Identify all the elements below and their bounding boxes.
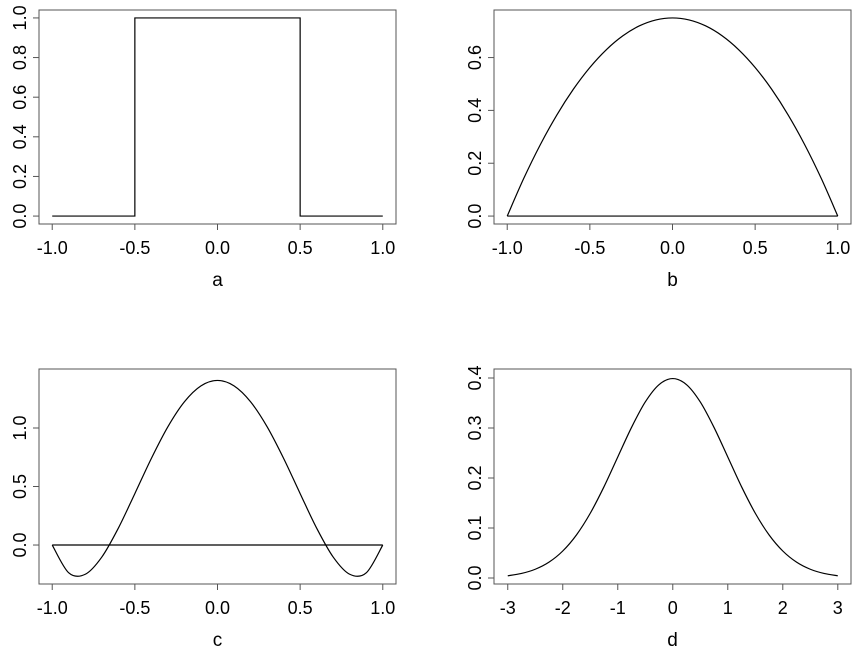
x-tick-label: 1.0	[825, 238, 850, 258]
y-tick-label: 0.6	[465, 45, 485, 70]
x-axis-label: b	[667, 270, 678, 291]
x-tick-label: -1.0	[37, 598, 68, 618]
y-tick-label: 0.2	[10, 164, 30, 189]
x-tick-label: -0.5	[119, 238, 150, 258]
y-tick-label: 0.8	[10, 45, 30, 70]
x-axis-label: d	[667, 630, 678, 651]
x-axis: -1.0 -0.5 0.0 0.5 1.0 a	[37, 223, 395, 291]
x-tick-label: 0.0	[660, 238, 685, 258]
panel-a: -1.0 -0.5 0.0 0.5 1.0 a 0.0 0.2 0.4 0.6 0.8 1.0	[10, 5, 397, 291]
y-tick-label: 0.1	[465, 515, 485, 540]
x-tick-label: -0.5	[119, 598, 150, 618]
x-tick-label: -0.5	[574, 238, 605, 258]
x-axis-label: c	[213, 630, 223, 651]
panel-b: -1.0 -0.5 0.0 0.5 1.0 b 0.0 0.2 0.4 0.6	[465, 9, 852, 291]
kernel-curve	[507, 377, 838, 577]
x-axis: -3 -2 -1 0 1 2 3 d	[500, 583, 843, 651]
x-tick-label: -1	[610, 598, 626, 618]
y-tick-label: 0.6	[10, 85, 30, 110]
x-tick-label: 0.5	[743, 238, 768, 258]
x-tick-label: -1.0	[37, 238, 68, 258]
y-tick-label: 1.0	[10, 415, 30, 440]
plot-frame	[493, 368, 852, 585]
y-tick-label: 0.3	[465, 415, 485, 440]
y-tick-label: 0.0	[465, 565, 485, 590]
x-tick-label: 0.0	[205, 238, 230, 258]
x-tick-label: 2	[778, 598, 788, 618]
y-tick-label: 0.4	[465, 365, 485, 390]
y-axis: 0.0 0.1 0.2 0.3 0.4	[465, 365, 495, 591]
y-axis: 0.0 0.5 1.0	[10, 415, 40, 558]
x-axis: -1.0 -0.5 0.0 0.5 1.0 b	[492, 223, 850, 291]
x-axis: -1.0 -0.5 0.0 0.5 1.0 c	[37, 583, 395, 651]
kernel-curve	[506, 17, 839, 217]
y-axis: 0.0 0.2 0.4 0.6	[465, 45, 495, 229]
x-tick-label: -2	[555, 598, 571, 618]
plot-frame	[38, 9, 397, 225]
x-tick-label: 0.0	[205, 598, 230, 618]
y-tick-label: 1.0	[10, 5, 30, 30]
x-tick-label: 1.0	[370, 598, 395, 618]
y-tick-label: 0.0	[10, 533, 30, 558]
panel-d: -3 -2 -1 0 1 2 3 d 0.0 0.1 0.2 0.3 0.4	[465, 365, 852, 651]
y-tick-label: 0.4	[10, 124, 30, 149]
x-tick-label: 0.5	[288, 598, 313, 618]
x-tick-label: -3	[500, 598, 516, 618]
y-tick-label: 0.5	[10, 474, 30, 499]
y-tick-label: 0.0	[10, 204, 30, 229]
kernel-curve	[52, 17, 383, 217]
plot-frame	[493, 9, 852, 225]
y-tick-label: 0.2	[465, 151, 485, 176]
y-tick-label: 0.0	[465, 204, 485, 229]
x-tick-label: 0.5	[288, 238, 313, 258]
x-tick-label: 1.0	[370, 238, 395, 258]
x-tick-label: -1.0	[492, 238, 523, 258]
y-tick-label: 0.4	[465, 98, 485, 123]
x-tick-label: 1	[723, 598, 733, 618]
kernel-curve	[51, 379, 384, 577]
x-tick-label: 3	[833, 598, 843, 618]
panel-c: -1.0 -0.5 0.0 0.5 1.0 c 0.0 0.5 1.0	[10, 368, 397, 651]
x-axis-label: a	[212, 270, 223, 291]
y-tick-label: 0.2	[465, 465, 485, 490]
plot-frame	[38, 368, 397, 585]
x-tick-label: 0	[668, 598, 678, 618]
y-axis: 0.0 0.2 0.4 0.6 0.8 1.0	[10, 5, 40, 229]
